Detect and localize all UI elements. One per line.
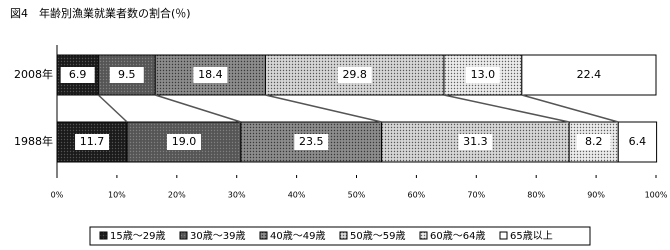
legend-swatch — [179, 231, 188, 240]
data-label: 23.5 — [299, 135, 324, 148]
label-box — [294, 134, 329, 150]
label-box — [620, 134, 655, 150]
chart-title: 図4 年齢別漁業就業者数の割合(％) — [10, 6, 191, 20]
legend-swatch — [339, 231, 348, 240]
connector-line — [521, 94, 619, 123]
y-tick-label: 2008年 — [14, 67, 53, 81]
x-tick-label: 100% — [645, 191, 668, 200]
x-tick-label: 0% — [51, 191, 64, 200]
label-box — [75, 134, 110, 150]
legend-swatch — [259, 231, 268, 240]
x-tick-label: 50% — [348, 191, 366, 200]
legend-swatch — [499, 231, 508, 240]
label-box — [166, 134, 201, 150]
label-box — [60, 67, 95, 83]
x-tick-label: 40% — [288, 191, 306, 200]
data-label: 29.8 — [342, 68, 367, 81]
legend-label: 15歳～29歳 — [110, 230, 165, 242]
label-box — [571, 67, 606, 83]
x-tick-label: 20% — [168, 191, 186, 200]
data-label: 8.2 — [585, 135, 603, 148]
data-label: 22.4 — [577, 68, 602, 81]
legend-label: 50歳～59歳 — [350, 230, 405, 242]
legend-label: 60歳～64歳 — [430, 230, 485, 242]
data-label: 6.9 — [69, 68, 87, 81]
connector-line — [155, 94, 242, 123]
connector-line — [265, 94, 382, 123]
label-box — [465, 67, 500, 83]
label-box — [458, 134, 493, 150]
x-tick-label: 30% — [228, 191, 246, 200]
data-label: 11.7 — [80, 135, 105, 148]
data-label: 13.0 — [471, 68, 496, 81]
connector-line — [443, 94, 570, 123]
data-label: 31.3 — [463, 135, 488, 148]
y-tick-label: 1988年 — [14, 134, 53, 148]
legend-label: 65歳以上 — [510, 230, 553, 242]
data-label: 9.5 — [118, 68, 136, 81]
x-tick-label: 10% — [108, 191, 126, 200]
data-label: 18.4 — [198, 68, 223, 81]
label-box — [576, 134, 611, 150]
label-box — [109, 67, 144, 83]
x-tick-label: 80% — [527, 191, 545, 200]
label-box — [193, 67, 228, 83]
connector-line — [97, 94, 128, 123]
x-tick-label: 60% — [408, 191, 426, 200]
legend-label: 40歳～49歳 — [270, 230, 325, 242]
data-label: 6.4 — [629, 135, 647, 148]
data-label: 19.0 — [172, 135, 197, 148]
label-box — [337, 67, 372, 83]
x-tick-label: 70% — [467, 191, 485, 200]
legend-swatch — [99, 231, 108, 240]
x-tick-label: 90% — [587, 191, 605, 200]
legend-swatch — [419, 231, 428, 240]
bar-segment — [381, 121, 570, 163]
legend-label: 30歳～39歳 — [190, 230, 245, 242]
